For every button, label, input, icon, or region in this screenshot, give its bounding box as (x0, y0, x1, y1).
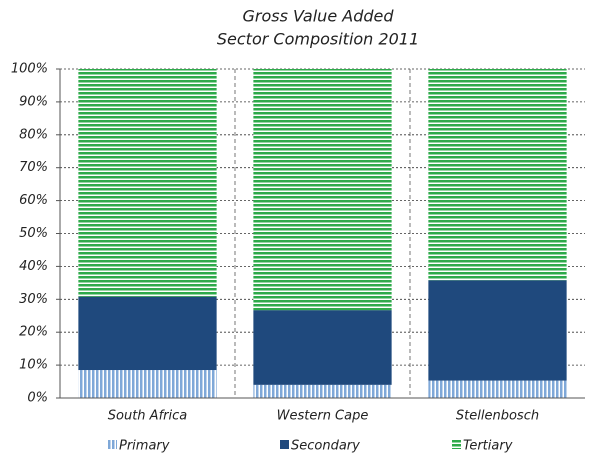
legend-swatch (280, 440, 289, 449)
x-tick-label: Western Cape (277, 409, 369, 424)
chart-title: Gross Value Added (242, 7, 394, 26)
bar-segment (78, 69, 217, 297)
bar-segment (253, 384, 392, 398)
legend-label: Tertiary (463, 439, 513, 454)
y-tick-label: 30% (19, 292, 48, 307)
y-tick-label: 100% (11, 62, 48, 77)
y-tick-label: 60% (19, 193, 48, 208)
bar-segment (428, 280, 567, 381)
bar-segment (253, 310, 392, 385)
chart-subtitle: Sector Composition 2011 (217, 30, 419, 49)
bar-segment (78, 370, 217, 398)
x-tick-label: Stellenbosch (456, 409, 539, 424)
legend-swatch (452, 440, 461, 449)
bar-segment (253, 69, 392, 311)
y-tick-label: 10% (19, 358, 48, 373)
y-tick-label: 40% (19, 259, 48, 274)
y-tick-label: 20% (19, 325, 48, 340)
y-tick-label: 70% (19, 160, 48, 175)
y-tick-label: 50% (19, 226, 48, 241)
bar-segment (428, 69, 567, 281)
x-tick-label: South Africa (108, 409, 187, 424)
y-tick-label: 90% (19, 94, 48, 109)
legend-label: Secondary (291, 439, 360, 454)
y-tick-label: 80% (19, 127, 48, 142)
legend-swatch (108, 440, 117, 449)
bar-segment (428, 380, 567, 398)
y-tick-label: 0% (27, 391, 48, 406)
bar-segment (78, 296, 217, 371)
legend-label: Primary (119, 439, 170, 454)
